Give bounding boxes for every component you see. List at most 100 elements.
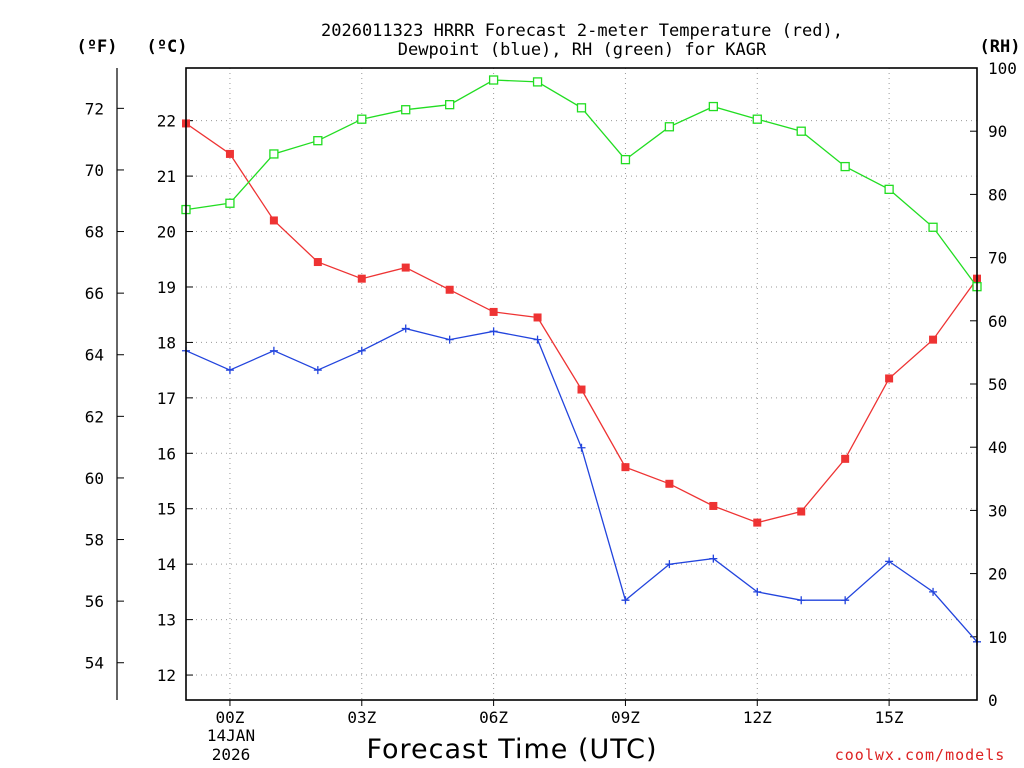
relative-humidity-point-5 <box>401 105 411 115</box>
relative-humidity-point-4 <box>357 114 367 124</box>
temperature-point-6 <box>445 285 454 294</box>
relative-humidity-point-15 <box>840 161 850 172</box>
dewpoint-point-9 <box>577 443 586 452</box>
relative-humidity-point-1 <box>225 198 235 208</box>
celsius-tick-label-15: 15 <box>157 500 176 519</box>
temperature-point-10 <box>621 463 630 472</box>
temperature-point-17 <box>929 335 938 344</box>
temperature-point-11 <box>665 479 674 488</box>
rh-tick-label-20: 20 <box>988 565 1007 584</box>
x-axis-label: Forecast Time (UTC) <box>366 734 657 765</box>
celsius-tick-label-13: 13 <box>157 611 176 630</box>
dewpoint-point-10 <box>621 596 630 605</box>
dewpoint-point-14 <box>797 596 806 605</box>
temperature-point-4 <box>357 274 366 283</box>
plot-frame <box>185 67 978 701</box>
dewpoint-point-11 <box>665 560 674 569</box>
relative-humidity-point-7 <box>488 75 499 85</box>
relative-humidity-point-14 <box>796 126 806 136</box>
celsius-tick-label-12: 12 <box>157 666 176 685</box>
x-tick-label-09Z: 09Z <box>611 708 640 727</box>
celsius-unit-label: (ºC) <box>147 37 188 57</box>
temperature-point-3 <box>313 258 322 267</box>
temperature-point-12 <box>709 501 718 510</box>
axes-ticks: 00Z 03Z 06Z 09Z 12Z 15Z 12 13 14 15 16 17 18 19 20 21 22… <box>85 59 1017 727</box>
celsius-tick-label-17: 17 <box>157 389 176 408</box>
dewpoint-point-8 <box>533 335 542 344</box>
dewpoint-point-5 <box>401 324 410 333</box>
temperature-point-14 <box>797 507 806 516</box>
temperature-point-7 <box>489 307 498 316</box>
dewpoint-point-13 <box>753 587 762 596</box>
fahrenheit-tick-label-58: 58 <box>85 531 104 550</box>
rh-tick-label-10: 10 <box>988 628 1007 647</box>
relative-humidity-point-10 <box>620 154 631 165</box>
chart-title-line-1: 2026011323 HRRR Forecast 2-meter Tempera… <box>321 21 843 41</box>
fahrenheit-tick-label-72: 72 <box>85 99 104 118</box>
temperature-line <box>185 122 978 524</box>
celsius-tick-label-18: 18 <box>157 333 176 352</box>
rh-tick-label-80: 80 <box>988 185 1007 204</box>
relative-humidity-point-17 <box>928 222 938 232</box>
temperature-point-2 <box>269 216 278 225</box>
gridlines <box>186 68 977 700</box>
credit-text: coolwx.com/models <box>835 746 1006 764</box>
relative-humidity-point-11 <box>664 122 675 132</box>
rh-tick-label-40: 40 <box>988 438 1007 457</box>
fahrenheit-unit-label: (ºF) <box>77 37 118 57</box>
celsius-tick-label-21: 21 <box>157 167 176 186</box>
dewpoint-point-1 <box>225 366 234 375</box>
relative-humidity-point-8 <box>532 77 543 87</box>
rh-tick-label-30: 30 <box>988 501 1007 520</box>
date-label-year: 2026 <box>212 745 251 764</box>
rh-tick-label-50: 50 <box>988 375 1007 394</box>
rh-unit-label: (RH) <box>980 37 1021 57</box>
relative-humidity-point-3 <box>313 136 323 146</box>
rh-tick-label-60: 60 <box>988 312 1007 331</box>
temperature-point-1 <box>225 149 234 158</box>
x-tick-label-03Z: 03Z <box>347 708 376 727</box>
relative-humidity-point-13 <box>752 114 762 124</box>
x-tick-label-12Z: 12Z <box>743 708 772 727</box>
dewpoint-point-17 <box>929 587 938 596</box>
dewpoint-point-2 <box>269 346 278 355</box>
temperature-point-16 <box>885 374 894 383</box>
dewpoint-series <box>182 324 981 646</box>
dewpoint-point-16 <box>885 557 894 566</box>
fahrenheit-tick-label-68: 68 <box>85 223 104 242</box>
temperature-series <box>182 119 981 527</box>
dewpoint-point-7 <box>489 327 498 336</box>
temperature-point-5 <box>401 263 410 272</box>
celsius-tick-label-22: 22 <box>157 112 176 131</box>
fahrenheit-tick-label-56: 56 <box>85 592 104 611</box>
rh-tick-label-90: 90 <box>988 122 1007 141</box>
fahrenheit-tick-label-62: 62 <box>85 407 104 426</box>
celsius-tick-label-16: 16 <box>157 444 176 463</box>
rh-tick-label-70: 70 <box>988 249 1007 268</box>
relative-humidity-point-16 <box>884 184 894 194</box>
rh-tick-label-100: 100 <box>988 59 1017 78</box>
fahrenheit-tick-label-66: 66 <box>85 284 104 303</box>
celsius-tick-label-14: 14 <box>157 555 176 574</box>
relative-humidity-point-12 <box>708 101 718 112</box>
x-tick-label-15Z: 15Z <box>875 708 904 727</box>
fahrenheit-tick-label-70: 70 <box>85 161 104 180</box>
dewpoint-point-3 <box>313 366 322 375</box>
x-tick-label-06Z: 06Z <box>479 708 508 727</box>
chart-title-line-2: Dewpoint (blue), RH (green) for KAGR <box>398 40 767 60</box>
temperature-point-8 <box>533 313 542 322</box>
dewpoint-point-4 <box>357 346 366 355</box>
temperature-point-9 <box>577 385 586 394</box>
relative-humidity-point-6 <box>445 100 455 110</box>
relative-humidity-series <box>181 75 982 292</box>
rh-tick-label-0: 0 <box>988 691 998 710</box>
celsius-tick-label-19: 19 <box>157 278 176 297</box>
relative-humidity-point-2 <box>269 149 279 159</box>
dewpoint-line <box>185 327 978 643</box>
temperature-point-15 <box>841 454 850 463</box>
x-tick-label-00Z: 00Z <box>215 708 244 727</box>
fahrenheit-tick-label-54: 54 <box>85 654 104 673</box>
celsius-tick-label-20: 20 <box>157 223 176 242</box>
temperature-point-13 <box>753 518 762 527</box>
